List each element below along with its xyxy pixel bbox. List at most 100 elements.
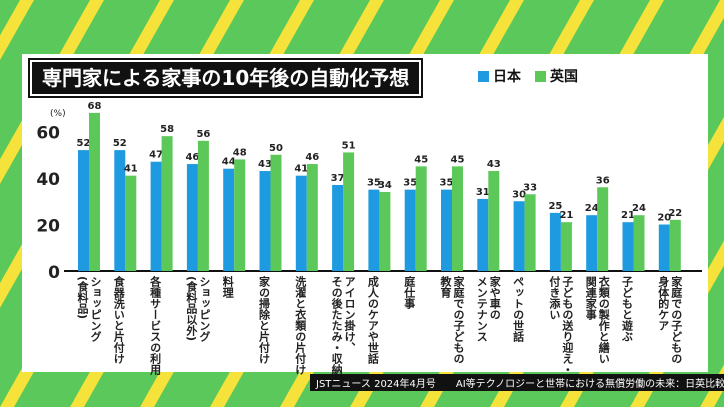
legend-label: 日本: [493, 69, 521, 85]
data-label: 47: [149, 150, 163, 161]
data-label: 46: [305, 152, 319, 163]
y-tick-label: 60: [36, 124, 60, 144]
x-tick-label: 子どもと遊ぶ: [620, 276, 634, 342]
data-label: 35: [367, 178, 381, 189]
x-tick-label: 料理: [221, 276, 235, 298]
x-tick-label: ペットの世話: [511, 276, 525, 342]
data-label: 41: [294, 164, 308, 175]
stripe: [0, 0, 34, 61]
data-label: 36: [596, 175, 610, 186]
bar-japan: [404, 189, 416, 271]
bar-uk: [452, 166, 463, 271]
data-label: 68: [88, 101, 102, 112]
x-tick-label: 家や車の メンテナンス: [475, 276, 502, 342]
bar-japan: [513, 201, 525, 271]
y-tick-label: 20: [36, 217, 60, 237]
data-label: 43: [487, 159, 501, 170]
bar-japan: [477, 198, 489, 271]
data-label: 33: [523, 182, 537, 193]
bar-uk: [633, 215, 645, 271]
y-axis-label: (%): [50, 109, 66, 119]
x-tick-label: 家庭での子どもの 身体的ケア: [656, 276, 683, 364]
bar-japan: [622, 222, 634, 271]
data-label: 43: [258, 159, 272, 170]
bar-japan: [368, 189, 380, 271]
data-label: 21: [621, 210, 635, 221]
x-tick-label: 子どもの送り迎え・ 付き添い: [547, 276, 574, 375]
bar-japan: [186, 164, 198, 271]
chart-panel: [22, 54, 708, 372]
bar-uk: [343, 152, 355, 271]
bar-uk: [89, 112, 100, 272]
data-label: 21: [559, 210, 573, 221]
data-label: 30: [512, 189, 526, 200]
bar-japan: [150, 161, 162, 271]
bar-uk: [415, 166, 427, 271]
data-label: 41: [124, 164, 138, 175]
bar-uk: [306, 164, 318, 271]
bar-japan: [295, 175, 307, 271]
bar-japan: [114, 150, 126, 271]
x-tick-label: 衣類の製作と繕い 関連家事: [584, 276, 611, 364]
bar-japan: [259, 171, 271, 271]
legend: 日本 英国: [478, 66, 578, 86]
data-label: 51: [342, 140, 356, 151]
legend-item-japan: 日本: [478, 66, 521, 86]
data-label: 25: [548, 201, 562, 212]
bar-uk: [234, 159, 246, 271]
legend-label: 英国: [550, 69, 578, 85]
bar-uk: [524, 194, 536, 271]
bar-japan: [586, 215, 598, 271]
data-label: 35: [403, 178, 417, 189]
x-tick-label: 家の掃除と片付け: [257, 276, 271, 364]
data-label: 20: [657, 213, 671, 224]
bar-japan: [223, 168, 235, 271]
bar-uk: [488, 171, 500, 271]
bar-japan: [78, 150, 89, 271]
x-tick-label: アイロン掛け、 その後たたみ・収納: [330, 276, 357, 375]
x-tick-label: 食器洗いと片付け: [112, 276, 126, 364]
bar-uk: [270, 154, 282, 271]
x-tick-label: 各種サービスの利用: [148, 276, 162, 375]
data-label: 22: [668, 208, 682, 219]
data-label: 56: [196, 129, 210, 140]
data-label: 45: [451, 154, 465, 165]
legend-item-uk: 英国: [535, 66, 578, 86]
data-label: 35: [440, 178, 454, 189]
x-tick-label: 家庭での子どもの 教育: [439, 276, 465, 364]
bar-japan: [658, 224, 670, 271]
data-label: 24: [632, 203, 646, 214]
y-tick-label: 0: [48, 263, 60, 283]
data-label: 31: [476, 187, 490, 198]
data-label: 48: [233, 147, 247, 158]
bar-japan: [332, 184, 344, 271]
bar-uk: [197, 140, 209, 271]
data-label: 46: [185, 152, 199, 163]
data-label: 52: [77, 138, 91, 149]
data-label: 34: [378, 180, 392, 191]
data-label: 58: [160, 124, 174, 135]
data-label: 45: [414, 154, 428, 165]
bar-uk: [597, 187, 609, 271]
x-tick-label: 成人のケアや世話: [366, 276, 380, 364]
chart-title: 専門家による家事の10年後の自動化予想: [27, 58, 424, 98]
data-label: 52: [113, 138, 127, 149]
bar-uk: [125, 175, 137, 271]
data-label: 44: [222, 157, 236, 168]
bar-uk: [560, 222, 572, 271]
x-tick-label: ショッピング (食料品以外): [184, 276, 211, 342]
x-tick-label: 洗濯と衣類の片付け: [293, 276, 307, 375]
bar-uk: [161, 136, 173, 271]
data-label: 50: [269, 143, 283, 154]
bar-uk: [379, 191, 391, 271]
x-tick-label: ショッピング (食料品): [76, 276, 102, 342]
bar-japan: [549, 212, 561, 271]
bar-uk: [669, 219, 681, 271]
y-tick-label: 40: [36, 170, 60, 190]
bar-japan: [441, 189, 452, 271]
data-label: 37: [331, 173, 345, 184]
source-footer: JSTニュース 2024年4月号 AI等テクノロジーと世帯における無償労働の未来…: [310, 374, 724, 391]
data-label: 24: [585, 203, 599, 214]
x-tick-label: 庭仕事: [402, 276, 416, 309]
